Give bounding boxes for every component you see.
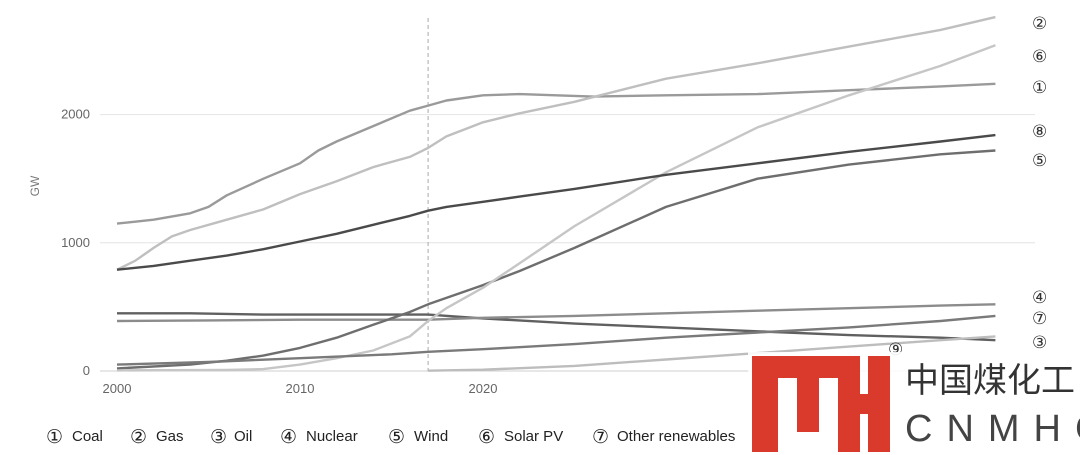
end-label-coal: ① xyxy=(1032,78,1047,98)
series-line-gas xyxy=(116,15,996,271)
watermark-logo xyxy=(752,356,890,452)
legend-label-gas: Gas xyxy=(156,428,184,445)
legend-label-coal: Coal xyxy=(72,428,103,445)
legend-label-solar: Solar PV xyxy=(504,428,563,445)
series-line-other-renewables xyxy=(116,314,996,366)
series-line-coal xyxy=(116,82,996,225)
end-label-gas: ② xyxy=(1032,14,1047,34)
legend-num-solar: ⑥ xyxy=(478,426,495,448)
legend-num-coal: ① xyxy=(46,426,63,448)
end-label-nuclear: ④ xyxy=(1032,288,1047,308)
gridlines xyxy=(100,114,1035,372)
legend-item-nuclear: ④ Nuclear xyxy=(280,426,358,448)
watermark-english: CNMHG xyxy=(905,408,1080,450)
logo-stroke xyxy=(797,356,819,432)
end-label-other: ⑦ xyxy=(1032,309,1047,329)
watermark: 中国煤化工 CNMHG xyxy=(748,352,1080,455)
end-label-solar: ⑥ xyxy=(1032,47,1047,67)
legend-num-wind: ⑤ xyxy=(388,426,405,448)
legend: ① Coal ② Gas ③ Oil ④ Nuclear ⑤ Wind ⑥ So… xyxy=(46,426,735,448)
series-line-wind xyxy=(116,149,996,370)
legend-num-oil: ③ xyxy=(210,426,227,448)
legend-label-oil: Oil xyxy=(234,428,252,445)
logo-stroke xyxy=(868,356,890,452)
y-tick-label: 1000 xyxy=(61,235,90,250)
legend-num-gas: ② xyxy=(130,426,147,448)
legend-item-coal: ① Coal xyxy=(46,426,103,448)
end-label-oil: ③ xyxy=(1032,333,1047,353)
x-tick-label: 2000 xyxy=(103,381,132,396)
end-label-hydro: ⑧ xyxy=(1032,122,1047,142)
series-line-hydro xyxy=(116,133,996,271)
y-tick-label: 0 xyxy=(83,363,90,378)
legend-item-gas: ② Gas xyxy=(130,426,184,448)
legend-num-nuclear: ④ xyxy=(280,426,297,448)
series-line-nuclear xyxy=(116,303,996,323)
x-tick-label: 2020 xyxy=(469,381,498,396)
legend-label-other: Other renewables xyxy=(617,428,735,445)
series-line-solar-pv xyxy=(116,44,996,372)
legend-item-wind: ⑤ Wind xyxy=(388,426,448,448)
legend-label-nuclear: Nuclear xyxy=(306,428,358,445)
legend-item-oil: ③ Oil xyxy=(210,426,252,448)
legend-label-wind: Wind xyxy=(414,428,448,445)
y-axis-label: GW xyxy=(28,175,42,196)
x-tick-label: 2010 xyxy=(286,381,315,396)
series-line-series-9 xyxy=(428,335,996,372)
axis-ticks: 0 1000 2000 2000 2010 2020 xyxy=(61,107,497,396)
legend-item-other: ⑦ Other renewables xyxy=(592,426,735,448)
legend-num-other: ⑦ xyxy=(592,426,609,448)
y-tick-label: 2000 xyxy=(61,107,90,122)
end-labels: ② ⑥ ① ⑧ ⑤ ④ ⑦ ③ ⑨ xyxy=(888,14,1047,360)
legend-item-solar: ⑥ Solar PV xyxy=(478,426,563,448)
watermark-chinese: 中国煤化工 xyxy=(905,361,1075,401)
series-lines xyxy=(116,15,996,372)
end-label-wind: ⑤ xyxy=(1032,151,1047,171)
